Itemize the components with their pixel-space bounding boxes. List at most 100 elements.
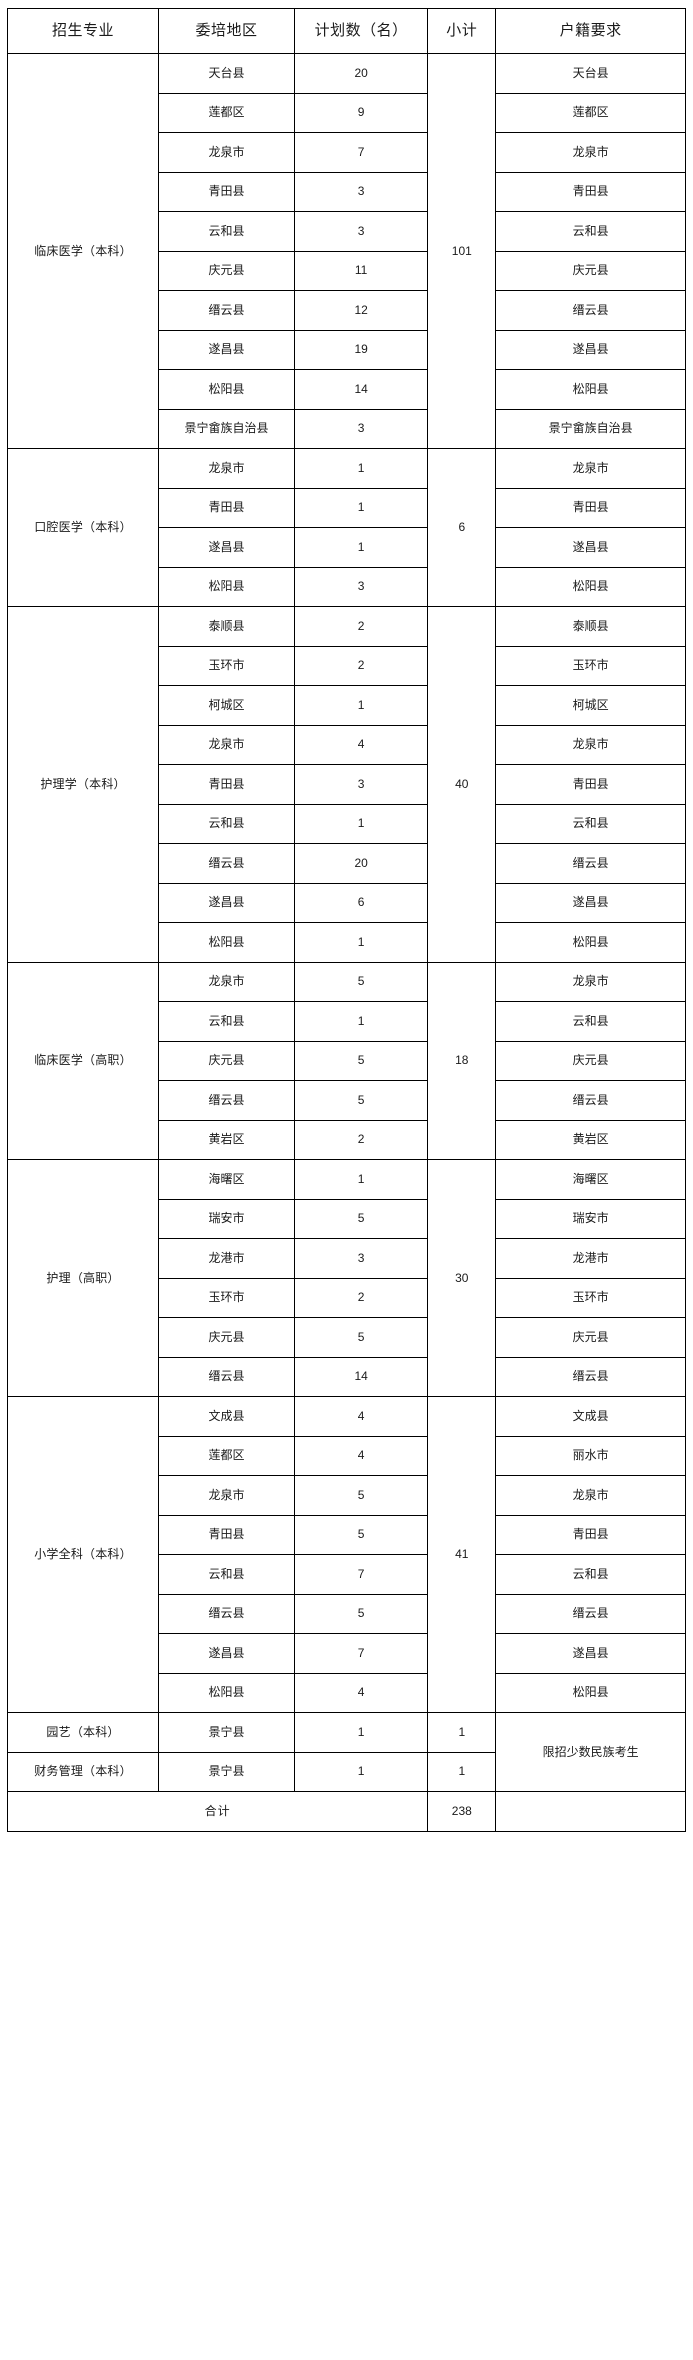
major-name-cell: 口腔医学（本科） <box>6 448 160 607</box>
hukou-requirement-cell: 文成县 <box>495 1396 686 1437</box>
hukou-requirement-cell: 龙泉市 <box>495 961 686 1002</box>
major-name-cell: 临床医学（本科） <box>6 53 160 449</box>
subtotal-cell: 30 <box>427 1159 497 1397</box>
hukou-requirement-cell: 青田县 <box>495 171 686 212</box>
table-row: 缙云县 20 缙云县 <box>8 843 686 884</box>
hukou-requirement-cell: 庆元县 <box>495 1317 686 1358</box>
hukou-requirement-cell: 缙云县 <box>495 290 686 331</box>
hukou-requirement-cell: 龙港市 <box>495 1238 686 1279</box>
region-cell: 松阳县 <box>158 369 295 410</box>
region-cell: 文成县 <box>158 1396 295 1437</box>
table-body: 临床医学（本科） 天台县 20 101 天台县 莲都区 9 莲都区 龙泉市 7 龙泉市 青田县 3 青田县… <box>6 53 686 1832</box>
table-row: 莲都区 9 莲都区 <box>8 92 686 133</box>
region-cell: 云和县 <box>158 211 295 252</box>
enrollment-plan-table: 招生专业 委培地区 计划数（名） 小计 户籍要求 临床医学（本科） 天台县 20 10… <box>6 8 686 1832</box>
region-cell: 黄岩区 <box>158 1119 295 1160</box>
hukou-requirement-cell: 天台县 <box>495 53 686 94</box>
table-row: 护理学（本科） 泰顺县 2 40 泰顺县 <box>6 606 686 963</box>
region-cell: 龙泉市 <box>158 448 295 489</box>
plan-count-cell: 4 <box>293 1672 429 1713</box>
plan-count-cell: 4 <box>293 1435 429 1476</box>
region-cell: 遂昌县 <box>158 527 295 568</box>
plan-count-cell: 2 <box>293 1119 429 1160</box>
region-cell: 青田县 <box>158 487 295 528</box>
table-row: 柯城区 1 柯城区 <box>8 685 686 726</box>
plan-count-cell: 9 <box>293 92 429 133</box>
hukou-requirement-cell: 青田县 <box>495 1514 686 1555</box>
region-cell: 莲都区 <box>158 1435 295 1476</box>
hukou-requirement-cell: 龙泉市 <box>495 724 686 765</box>
major-name-cell: 护理（高职） <box>6 1159 160 1397</box>
table-row: 景宁畲族自治县 3 景宁畲族自治县 <box>8 408 686 449</box>
table-header: 招生专业 委培地区 计划数（名） 小计 户籍要求 <box>6 8 686 54</box>
region-cell: 玉环市 <box>158 1277 295 1318</box>
hukou-requirement-cell: 遂昌县 <box>495 1633 686 1674</box>
region-cell: 龙泉市 <box>158 724 295 765</box>
plan-count-cell: 1 <box>293 527 429 568</box>
table-row: 口腔医学（本科） 龙泉市 1 6 龙泉市 <box>6 448 686 607</box>
hukou-requirement-cell: 云和县 <box>495 803 686 844</box>
plan-count-cell: 4 <box>293 1396 429 1437</box>
plan-count-cell: 5 <box>293 1080 429 1121</box>
plan-count-cell: 20 <box>293 843 429 884</box>
plan-count-cell: 11 <box>293 250 429 291</box>
table-row: 缙云县 14 缙云县 <box>8 1356 686 1397</box>
hukou-requirement-cell: 云和县 <box>495 211 686 252</box>
hukou-requirement-note-cell: 限招少数民族考生 <box>495 1712 686 1792</box>
column-header-subtotal: 小计 <box>427 8 497 54</box>
subtotal-cell: 1 <box>427 1751 497 1792</box>
plan-count-cell: 5 <box>293 1198 429 1239</box>
region-cell: 庆元县 <box>158 1317 295 1358</box>
hukou-requirement-cell: 遂昌县 <box>495 527 686 568</box>
subtotal-cell: 41 <box>427 1396 497 1713</box>
region-cell: 松阳县 <box>158 1672 295 1713</box>
hukou-requirement-cell: 丽水市 <box>495 1435 686 1476</box>
plan-count-cell: 1 <box>293 1159 429 1200</box>
table-row: 财务管理（本科） 景宁县 1 1 <box>6 1751 686 1792</box>
hukou-requirement-cell: 遂昌县 <box>495 882 686 923</box>
plan-count-cell: 1 <box>293 803 429 844</box>
major-name-cell: 临床医学（高职） <box>6 961 160 1160</box>
region-cell: 缙云县 <box>158 290 295 331</box>
hukou-requirement-cell: 遂昌县 <box>495 329 686 370</box>
plan-count-cell: 5 <box>293 1040 429 1081</box>
table-row: 青田县 1 青田县 <box>8 487 686 528</box>
major-name-cell: 园艺（本科） <box>6 1712 160 1753</box>
region-cell: 海曙区 <box>158 1159 295 1200</box>
hukou-requirement-cell: 缙云县 <box>495 1356 686 1397</box>
table-row: 松阳县 3 松阳县 <box>8 566 686 607</box>
region-cell: 松阳县 <box>158 922 295 963</box>
hukou-requirement-cell: 玉环市 <box>495 645 686 686</box>
plan-count-cell: 2 <box>293 606 429 647</box>
plan-count-cell: 1 <box>293 1712 429 1753</box>
hukou-requirement-cell: 青田县 <box>495 764 686 805</box>
plan-count-cell: 7 <box>293 132 429 173</box>
region-cell: 龙泉市 <box>158 961 295 1002</box>
major-name-cell: 小学全科（本科） <box>6 1396 160 1713</box>
table-row: 黄岩区 2 黄岩区 <box>8 1119 686 1160</box>
region-cell: 云和县 <box>158 803 295 844</box>
table-row: 松阳县 14 松阳县 <box>8 369 686 410</box>
region-cell: 青田县 <box>158 171 295 212</box>
hukou-requirement-cell: 松阳县 <box>495 566 686 607</box>
table-row: 庆元县 5 庆元县 <box>8 1317 686 1358</box>
region-cell: 景宁县 <box>158 1751 295 1792</box>
hukou-requirement-cell: 泰顺县 <box>495 606 686 647</box>
hukou-requirement-cell: 龙泉市 <box>495 448 686 489</box>
region-cell: 莲都区 <box>158 92 295 133</box>
header-row: 招生专业 委培地区 计划数（名） 小计 户籍要求 <box>6 8 686 54</box>
hukou-requirement-cell: 缙云县 <box>495 1080 686 1121</box>
table-row: 缙云县 12 缙云县 <box>8 290 686 331</box>
plan-count-cell: 1 <box>293 448 429 489</box>
subtotal-cell: 40 <box>427 606 497 963</box>
total-label-cell: 合计 <box>6 1791 429 1832</box>
hukou-requirement-cell: 莲都区 <box>495 92 686 133</box>
column-header-hukou: 户籍要求 <box>495 8 686 54</box>
table-row: 庆元县 5 庆元县 <box>8 1040 686 1081</box>
plan-count-cell: 2 <box>293 645 429 686</box>
region-cell: 泰顺县 <box>158 606 295 647</box>
region-cell: 遂昌县 <box>158 1633 295 1674</box>
hukou-requirement-cell: 云和县 <box>495 1001 686 1042</box>
subtotal-cell: 18 <box>427 961 497 1160</box>
plan-count-cell: 6 <box>293 882 429 923</box>
